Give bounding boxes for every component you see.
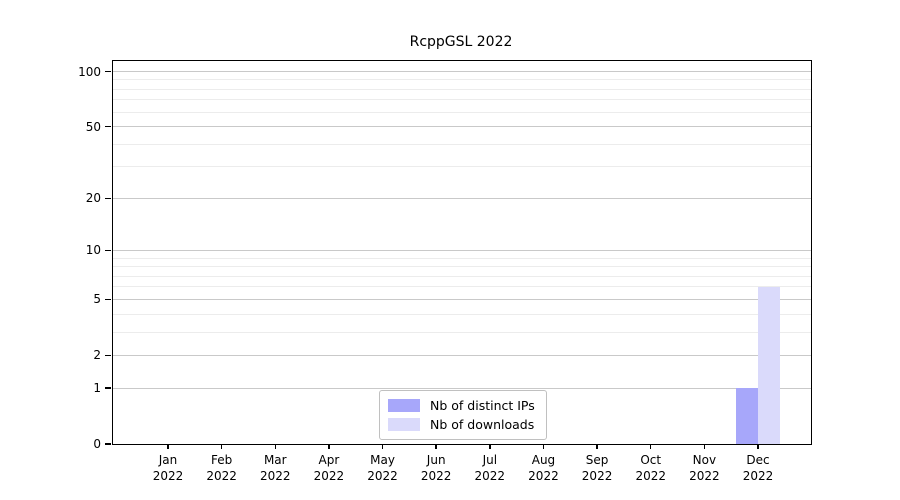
y-axis-tick [105,70,111,73]
x-axis-tick [435,444,437,449]
y-gridline-minor [113,286,811,288]
x-axis-tick-label: May 2022 [367,453,398,483]
y-axis-tick-label: 10 [85,243,101,258]
y-gridline-minor [113,111,811,113]
y-gridline-minor [113,331,811,333]
x-axis-tick [381,444,384,449]
y-axis-tick-label: 100 [78,64,101,79]
y-gridline-minor [113,166,811,168]
y-gridline-minor [113,266,811,268]
x-axis-tick-label: Aug 2022 [528,453,559,483]
legend-swatch-distinct-ips [388,399,420,412]
y-gridline-minor [113,257,811,259]
x-axis-tick-label: Jan 2022 [152,453,184,483]
x-axis-tick [542,444,545,449]
y-gridline-minor [113,275,811,277]
x-axis-tick-label: Dec 2022 [742,453,774,483]
y-gridline-minor [113,313,811,315]
x-axis-tick-label: Jun 2022 [420,453,452,483]
x-axis-tick [703,444,706,449]
x-axis-tick-label: Mar 2022 [259,453,291,483]
legend-item-downloads: Nb of downloads [388,415,546,434]
x-axis-tick [274,444,277,449]
y-axis-tick-label: 50 [85,119,101,134]
chart-title: RcppGSL 2022 [409,34,513,50]
y-gridline-minor [113,143,811,145]
y-axis-tick-label: 5 [93,292,101,307]
x-axis-tick [489,444,491,449]
bar-downloads-dec [758,286,780,444]
y-axis-tick [105,354,111,357]
plot-area: Nb of distinct IPs Nb of downloads 100 50… [78,60,812,483]
x-axis-tick-label: Jul 2022 [474,453,506,483]
y-axis-tick [105,443,111,445]
x-axis-tick-label: Feb 2022 [206,453,237,483]
x-axis-tick-label: Oct 2022 [635,453,666,483]
y-gridline-major [113,298,811,300]
y-axis-tick-label: 0 [93,437,101,451]
y-axis-tick [105,197,111,200]
x-axis-tick [328,444,330,449]
legend-item-distinct-ips: Nb of distinct IPs [388,396,546,415]
y-gridline-minor [113,79,811,81]
y-gridline-minor [113,99,811,101]
y-axis-tick [105,387,111,389]
x-axis-tick-label: Apr 2022 [313,453,345,483]
y-axis-tick-label: 1 [93,381,101,396]
x-axis-tick-label: Nov 2022 [689,453,720,483]
y-gridline-minor [113,88,811,90]
legend: Nb of distinct IPs Nb of downloads [379,390,547,440]
legend-label-distinct-ips: Nb of distinct IPs [430,398,535,413]
y-axis-tick-label: 20 [85,191,101,206]
y-gridline-major [113,126,811,128]
y-axis-tick [105,249,111,252]
legend-label-downloads: Nb of downloads [430,417,535,432]
legend-swatch-downloads [388,418,420,431]
bar-distinct-ips-dec [736,388,758,444]
y-gridline-major [113,71,811,72]
y-gridline-major [113,387,811,389]
x-axis-tick [220,444,223,449]
y-axis-tick [105,125,111,128]
x-axis-tick-label: Sep 2022 [581,453,613,483]
x-axis-tick [167,444,169,449]
x-axis-tick [649,444,652,449]
y-gridline-major [113,249,811,251]
x-axis-tick [596,444,598,449]
x-axis-tick [757,444,759,449]
y-axis-tick [105,298,111,301]
y-axis-tick-label: 2 [93,348,101,363]
y-gridline-major [113,197,811,199]
y-gridline-major [113,354,811,356]
